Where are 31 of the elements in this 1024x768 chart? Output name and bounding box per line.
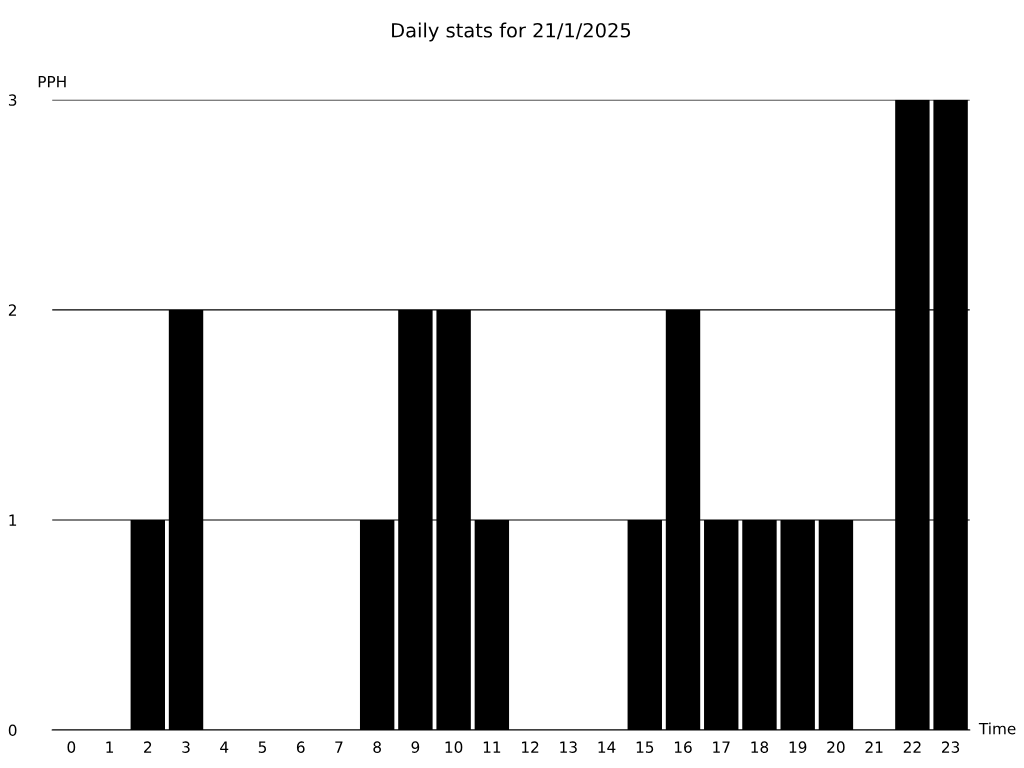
y-tick-label: 2 bbox=[8, 304, 16, 316]
x-tick-label: 2 bbox=[144, 741, 152, 753]
x-axis-title: Time bbox=[978, 722, 1016, 735]
x-tick-label: 17 bbox=[713, 741, 730, 753]
x-tick-label: 9 bbox=[411, 741, 420, 753]
chart-title: Daily stats for 21/1/2025 bbox=[392, 22, 631, 42]
x-tick-label: 8 bbox=[373, 741, 381, 753]
y-axis-title: PPH bbox=[38, 76, 66, 88]
y-tick-label: 3 bbox=[8, 94, 17, 106]
x-tick-label: 16 bbox=[674, 741, 692, 753]
x-tick-label: 1 bbox=[106, 741, 114, 753]
x-tick-label: 18 bbox=[751, 741, 769, 753]
x-tick-label: 22 bbox=[903, 741, 921, 753]
x-tick-label: 3 bbox=[182, 741, 190, 753]
y-tick-label: 0 bbox=[8, 724, 17, 737]
x-tick-label: 19 bbox=[789, 741, 807, 753]
x-tick-label: 21 bbox=[865, 741, 883, 753]
y-tick-label: 1 bbox=[9, 514, 17, 526]
x-tick-label: 12 bbox=[522, 741, 539, 753]
x-tick-label: 23 bbox=[942, 741, 960, 753]
x-tick-label: 13 bbox=[560, 741, 577, 753]
x-tick-label: 11 bbox=[483, 741, 501, 753]
x-tick-label: 5 bbox=[258, 741, 267, 753]
x-tick-label: 0 bbox=[67, 741, 76, 753]
x-tick-label: 10 bbox=[445, 741, 463, 753]
x-tick-label: 14 bbox=[598, 741, 616, 753]
x-tick-label: 20 bbox=[827, 741, 845, 753]
x-tick-label: 7 bbox=[335, 741, 343, 753]
x-tick-label: 15 bbox=[636, 741, 654, 753]
x-tick-label: 6 bbox=[296, 741, 305, 753]
x-tick-label: 4 bbox=[220, 741, 229, 753]
